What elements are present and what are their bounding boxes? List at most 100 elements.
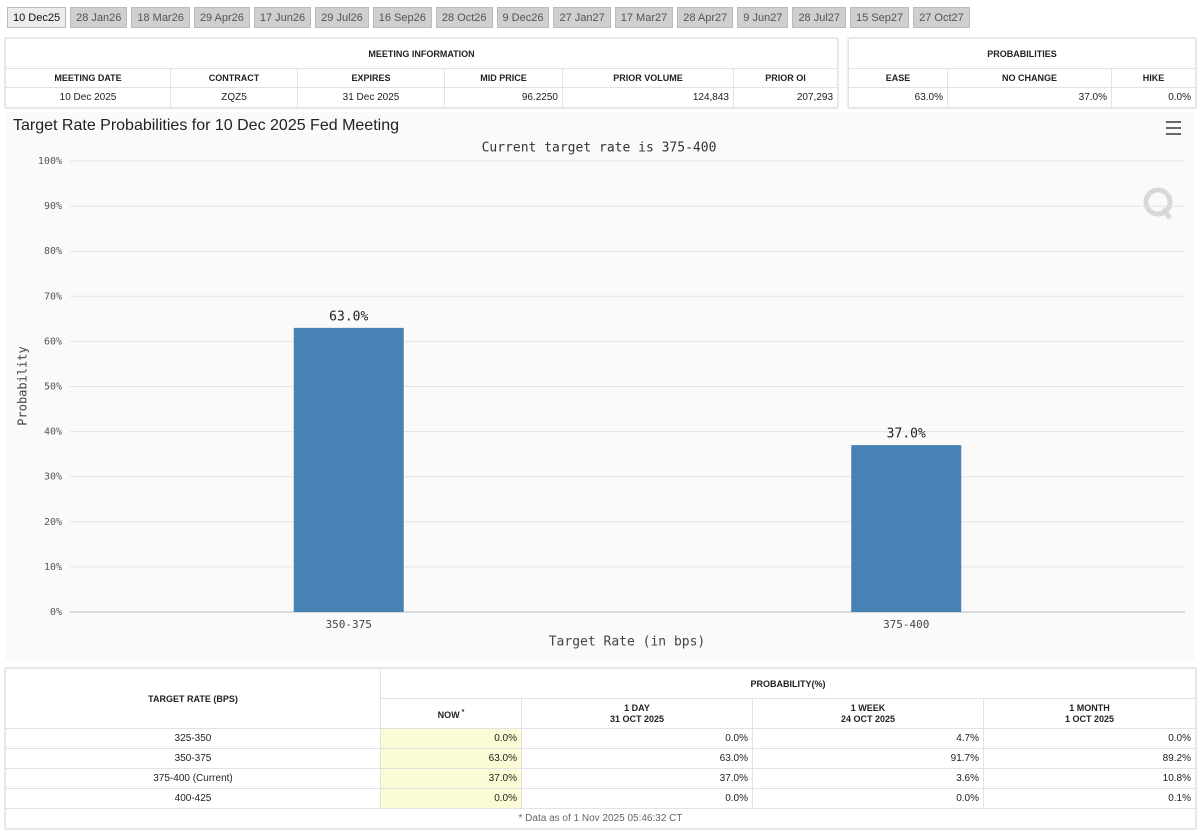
footnote: * Data as of 1 Nov 2025 05:46:32 CT	[5, 808, 1196, 829]
y-tick-label: 60%	[44, 336, 62, 347]
table-cell: 37.0%	[947, 87, 1112, 108]
table-cell: 37.0%	[380, 768, 522, 789]
column-header: EASE	[848, 68, 948, 88]
table-cell: 63.0%	[521, 748, 753, 769]
table-row: 325-350 0.0% 0.0% 4.7% 0.0%	[5, 728, 1196, 749]
table-row: TARGET RATE (BPS) PROBABILITY(%)	[5, 668, 1196, 729]
table-cell: 0.0%	[752, 788, 984, 809]
table-row: 350-375 63.0% 63.0% 91.7% 89.2%	[5, 748, 1196, 769]
data-label: 37.0%	[887, 427, 926, 442]
data-label: 63.0%	[329, 309, 368, 324]
column-date: 31 OCT 2025	[609, 713, 665, 724]
table-cell: 37.0%	[521, 768, 753, 789]
y-tick-label: 20%	[44, 517, 62, 528]
column-header: 1 DAY 31 OCT 2025	[521, 698, 753, 729]
table-cell: 0.0%	[380, 788, 522, 809]
y-tick-label: 0%	[50, 607, 62, 618]
table-cell: 0.0%	[1111, 87, 1196, 108]
table-row: 10 Dec 2025 ZQZ5 31 Dec 2025 96.2250 124,843…	[5, 87, 839, 108]
meeting-tab[interactable]: 17 Jun26	[253, 7, 312, 28]
bar	[293, 327, 404, 612]
table-cell: 0.0%	[983, 728, 1196, 749]
watermark-logo	[1143, 187, 1173, 220]
column-header: NOW *	[380, 698, 522, 729]
y-tick-label: 100%	[38, 156, 62, 167]
table-row: PROBABILITIES	[848, 38, 1196, 69]
column-header: 1 MONTH 1 OCT 2025	[983, 698, 1196, 729]
column-date: 1 OCT 2025	[1064, 713, 1115, 724]
table-cell: 207,293	[732, 87, 839, 108]
row-header: TARGET RATE (BPS)	[5, 668, 381, 729]
x-tick-label: 375-400	[883, 618, 929, 631]
probability-table: TARGET RATE (BPS) PROBABILITY(%) NOW * 1 DAY…	[5, 668, 1196, 829]
table-cell: 325-350	[5, 728, 381, 749]
y-tick-label: 10%	[44, 562, 62, 573]
meeting-tab[interactable]: 18 Mar26	[131, 7, 190, 28]
column-header: MID PRICE	[444, 68, 563, 88]
meeting-tab[interactable]: 28 Jul27	[792, 7, 847, 28]
x-tick-label: 350-375	[326, 618, 372, 631]
column-label: 1 MONTH	[1069, 702, 1110, 713]
y-axis-title: Probability	[16, 346, 30, 425]
table-row: * Data as of 1 Nov 2025 05:46:32 CT	[5, 808, 1196, 829]
column-header: 1 WEEK 24 OCT 2025	[752, 698, 984, 729]
y-tick-label: 70%	[44, 291, 62, 302]
table-cell: 0.1%	[983, 788, 1196, 809]
column-header: NO CHANGE	[947, 68, 1112, 88]
y-tick-label: 90%	[44, 201, 62, 212]
meeting-tab[interactable]: 17 Mar27	[614, 7, 674, 28]
column-label: 1 WEEK	[850, 702, 886, 713]
table-cell: 3.6%	[752, 768, 984, 789]
column-label: NOW	[437, 709, 460, 720]
meeting-tab[interactable]: 27 Oct27	[913, 7, 970, 28]
meeting-tab[interactable]: 28 Oct26	[435, 7, 493, 28]
meeting-tab[interactable]: 28 Jan26	[70, 7, 128, 28]
table-title: MEETING INFORMATION	[4, 38, 839, 69]
meeting-tab[interactable]: 28 Apr27	[677, 7, 734, 28]
y-tick-label: 30%	[44, 472, 62, 483]
meeting-tab[interactable]: 15 Sep27	[850, 7, 910, 28]
table-cell: 63.0%	[848, 87, 948, 108]
chart-title: Target Rate Probabilities for 10 Dec 202…	[13, 117, 399, 134]
table-row: MEETING DATE CONTRACT EXPIRES MID PRICE PRIO…	[5, 68, 839, 88]
table-row: MEETING INFORMATION	[4, 38, 839, 69]
x-axis-title: Target Rate (in bps)	[549, 635, 706, 650]
table-cell: ZQZ5	[170, 87, 298, 108]
meeting-tab[interactable]: 29 Jul26	[315, 7, 369, 28]
column-header: CONTRACT	[170, 68, 298, 88]
table-row: 63.0% 37.0% 0.0%	[848, 87, 1196, 108]
meeting-tab[interactable]: 27 Jan27	[553, 7, 611, 28]
column-note: *	[461, 708, 465, 716]
table-cell: 124,843	[562, 87, 734, 108]
table-row: EASE NO CHANGE HIKE	[848, 68, 1196, 88]
column-header: MEETING DATE	[5, 68, 171, 88]
probabilities-table: PROBABILITIES EASE NO CHANGE HIKE 63.0% 37.0%…	[848, 38, 1196, 108]
table-cell: 4.7%	[752, 728, 984, 749]
chart-subtitle: Current target rate is 375-400	[482, 141, 717, 156]
group-header: PROBABILITY(%)	[380, 668, 1196, 699]
column-header: PRIOR OI	[732, 68, 839, 88]
meeting-tab[interactable]: 16 Sep26	[372, 7, 432, 28]
column-date: 24 OCT 2025	[840, 713, 896, 724]
column-header: HIKE	[1111, 68, 1196, 88]
table-cell: 375-400 (Current)	[5, 768, 381, 789]
y-tick-label: 50%	[44, 382, 62, 393]
column-header: EXPIRES	[297, 68, 445, 88]
meeting-tab[interactable]: 9 Jun27	[737, 7, 789, 28]
meeting-info-table: MEETING INFORMATION MEETING DATE CONTRACT E…	[4, 38, 839, 108]
table-cell: 10.8%	[983, 768, 1196, 789]
table-title: PROBABILITIES	[848, 38, 1196, 69]
table-cell: 400-425	[5, 788, 381, 809]
table-row: NOW * 1 DAY 31 OCT 2025 1 WEEK 24 OCT 2025 1 M…	[6, 698, 1196, 729]
column-header: PRIOR VOLUME	[562, 68, 734, 88]
table-cell: 10 Dec 2025	[5, 87, 171, 108]
meeting-tab[interactable]: 10 Dec25	[7, 7, 67, 28]
meeting-tab[interactable]: 29 Apr26	[193, 7, 250, 28]
chart: Target Rate Probabilities for 10 Dec 202…	[5, 112, 1195, 660]
table-row: 400-425 0.0% 0.0% 0.0% 0.1%	[5, 788, 1196, 809]
table-cell: 31 Dec 2025	[297, 87, 445, 108]
table-cell: 89.2%	[983, 748, 1196, 769]
menu-icon[interactable]	[1166, 121, 1181, 135]
meeting-tab[interactable]: 9 Dec26	[496, 7, 550, 28]
